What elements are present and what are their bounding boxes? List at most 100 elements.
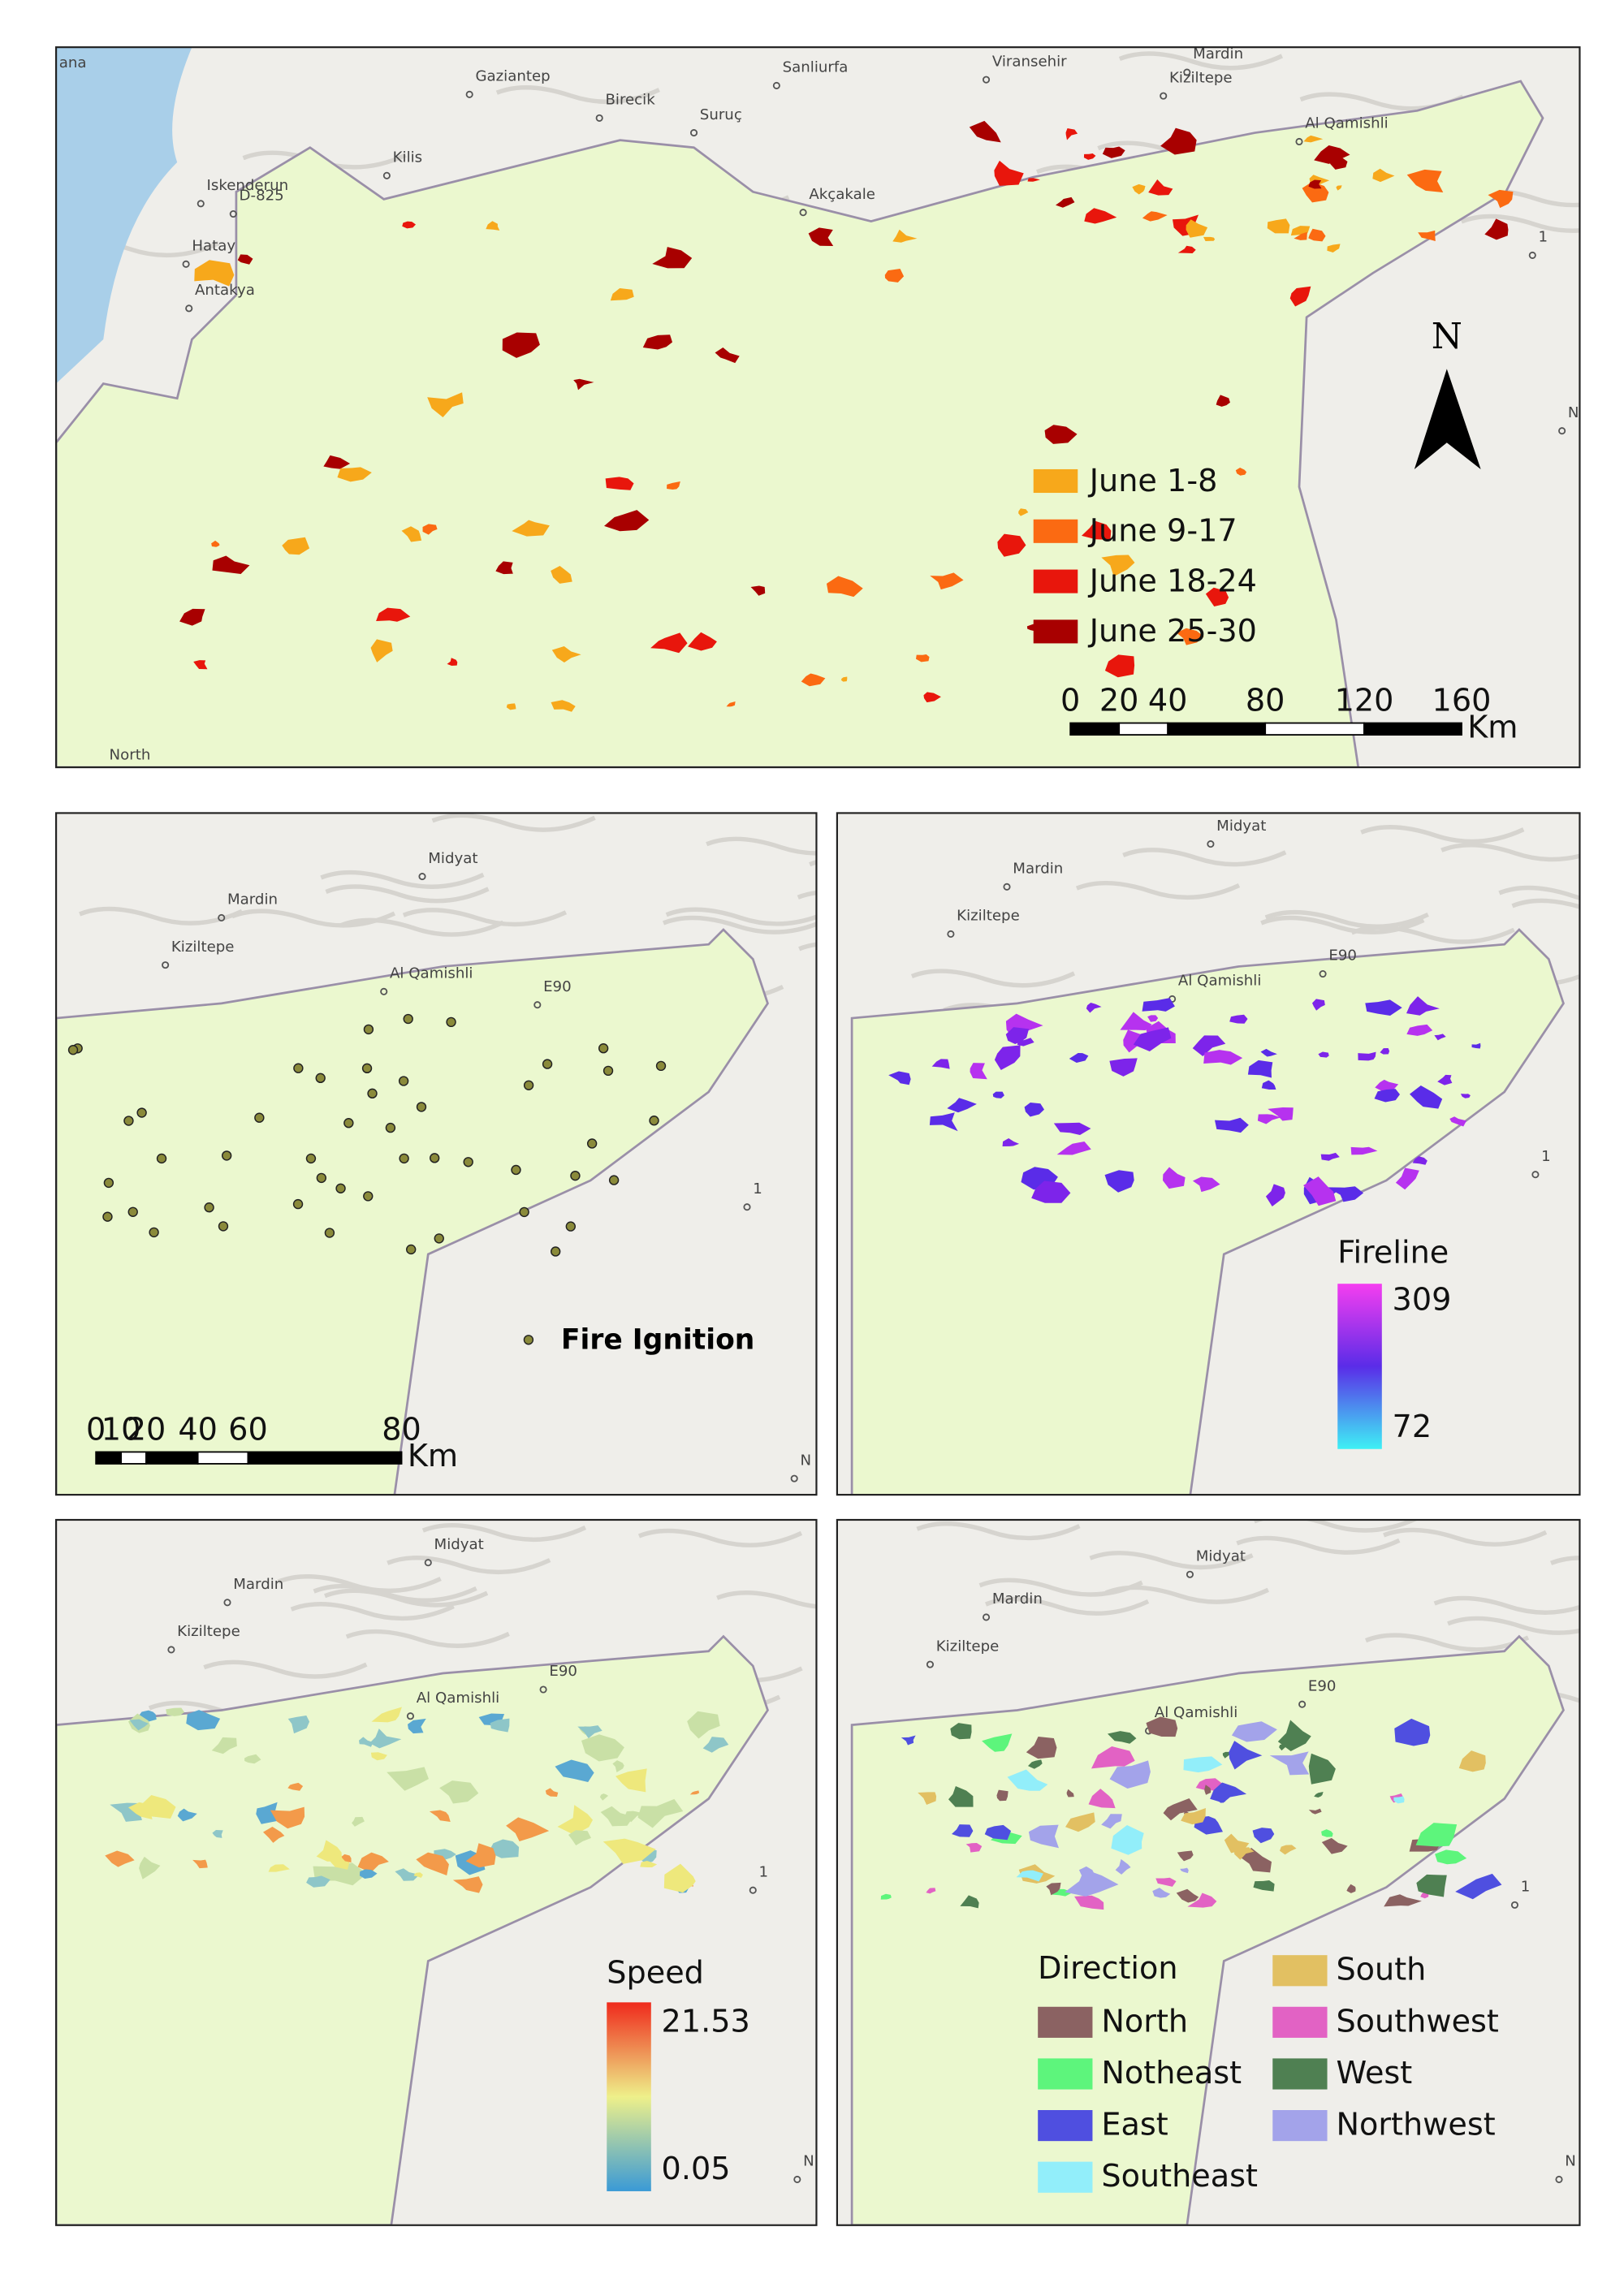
speed-patch bbox=[600, 1806, 634, 1827]
direction-patch bbox=[1065, 1869, 1119, 1897]
speed-patch bbox=[702, 1737, 729, 1753]
ignition-point bbox=[403, 1013, 413, 1025]
scale-tick-label: 0 bbox=[86, 1412, 106, 1448]
place-label: Mardin bbox=[227, 891, 278, 908]
direction-patch bbox=[1279, 1742, 1292, 1751]
speed-patch bbox=[306, 1875, 330, 1888]
legend-label: Southeast bbox=[1101, 2159, 1258, 2195]
fireline-patch bbox=[1365, 999, 1402, 1016]
place-label: Midyat bbox=[434, 1536, 484, 1553]
ignition-point bbox=[221, 1150, 232, 1161]
place-label: E90 bbox=[1308, 1677, 1337, 1694]
direction-patch bbox=[1416, 1874, 1447, 1897]
place-label: E90 bbox=[549, 1663, 577, 1680]
place-label: 1 bbox=[1521, 1879, 1531, 1896]
ignition-point bbox=[511, 1164, 521, 1176]
fireline-patch bbox=[1412, 1156, 1427, 1165]
place-dot bbox=[418, 873, 426, 881]
speed-patch bbox=[316, 1840, 343, 1862]
map-panel: Midyat Mardin Kiziltepe Al Qamishli E90 1 N bbox=[56, 813, 817, 1495]
direction-patch bbox=[1028, 1759, 1043, 1769]
legend-label: June 1-8 bbox=[1088, 464, 1218, 499]
direction-patch bbox=[984, 1824, 1012, 1841]
speed-patch bbox=[663, 1863, 696, 1893]
speed-patch bbox=[395, 1868, 420, 1881]
map-panel: Midyat Mardin Kiziltepe Al Qamishli E90 1 bbox=[836, 813, 1580, 1495]
panel-frame bbox=[55, 812, 818, 1496]
speed-patch bbox=[689, 1790, 700, 1795]
legend-title: Direction bbox=[1038, 1951, 1177, 1987]
ignition-point bbox=[102, 1211, 113, 1222]
direction-patch bbox=[1065, 1812, 1095, 1832]
speed-patch bbox=[640, 1861, 658, 1868]
speed-patch bbox=[270, 1806, 305, 1829]
ignition-point bbox=[316, 1172, 327, 1184]
place-label: Kilis bbox=[393, 149, 423, 166]
fireline-patch bbox=[1056, 1142, 1091, 1155]
scale-tick-label: 60 bbox=[228, 1412, 268, 1448]
terrain-ridge bbox=[1253, 1520, 1418, 1533]
scale-segment bbox=[145, 1451, 199, 1465]
ignition-point bbox=[570, 1170, 581, 1181]
ignition-point bbox=[385, 1122, 396, 1133]
speed-patch bbox=[452, 1876, 483, 1893]
fire-patch bbox=[1406, 169, 1444, 192]
fire-patch bbox=[1235, 467, 1247, 476]
place-dot bbox=[223, 1599, 231, 1607]
fireline-patch bbox=[1375, 1079, 1399, 1092]
speed-patch bbox=[287, 1782, 304, 1791]
direction-patch bbox=[1046, 1882, 1061, 1896]
fire-patch bbox=[969, 120, 1001, 143]
ignition-point bbox=[361, 1063, 373, 1074]
ignition-point bbox=[67, 1045, 79, 1055]
north-arrow bbox=[1414, 369, 1481, 469]
legend-swatch bbox=[1033, 619, 1078, 644]
fireline-patch bbox=[1350, 1146, 1378, 1155]
legend-min: 0.05 bbox=[662, 2151, 731, 2187]
terrain-ridge bbox=[1440, 843, 1580, 862]
speed-patch bbox=[568, 1830, 591, 1845]
scale-tick-label: 80 bbox=[1246, 684, 1285, 719]
ignition-point bbox=[655, 1060, 667, 1072]
legend-label: Northwest bbox=[1336, 2107, 1495, 2143]
direction-patch bbox=[918, 1792, 937, 1805]
legend-swatch bbox=[1038, 2006, 1093, 2038]
place-label: Midyat bbox=[1196, 1547, 1246, 1564]
place-label: Gaziantep bbox=[475, 68, 550, 85]
fire-patch bbox=[1216, 395, 1230, 407]
direction-patch bbox=[1455, 1873, 1502, 1900]
scale-tick-label: 20 bbox=[127, 1412, 166, 1448]
fireline-patch bbox=[1327, 1186, 1364, 1202]
legend-swatch bbox=[1033, 468, 1078, 494]
legend-title: Speed bbox=[607, 1955, 704, 1991]
fire-patch bbox=[650, 632, 688, 654]
speed-patch bbox=[128, 1802, 153, 1819]
ignition-point bbox=[324, 1228, 335, 1238]
place-label: ana bbox=[59, 54, 87, 71]
fireline-patch bbox=[929, 1112, 958, 1132]
terrain-ridge bbox=[985, 1596, 1150, 1616]
fire-patch bbox=[1372, 168, 1395, 183]
ignition-point bbox=[523, 1080, 534, 1090]
place-label: D-825 bbox=[240, 188, 284, 205]
speed-patch bbox=[465, 1843, 496, 1868]
speed-patch bbox=[370, 1752, 387, 1761]
place-dot bbox=[229, 209, 237, 218]
fire-patch bbox=[1104, 654, 1135, 678]
place-dot bbox=[185, 304, 193, 313]
fire-patch bbox=[1203, 236, 1216, 241]
direction-patch bbox=[1394, 1718, 1431, 1746]
fire-patch bbox=[1418, 230, 1436, 241]
fire-patch bbox=[1102, 146, 1125, 158]
fireline-patch bbox=[1133, 1027, 1172, 1051]
place-label: Midyat bbox=[428, 850, 477, 867]
direction-patch bbox=[952, 1824, 974, 1837]
fire-patch bbox=[337, 467, 372, 482]
panel-frame bbox=[55, 46, 1581, 769]
fire-patch bbox=[502, 332, 540, 358]
direction-patch bbox=[1111, 1825, 1144, 1855]
place-dot bbox=[406, 1712, 414, 1720]
ignition-label: Fire Ignition bbox=[561, 1324, 754, 1357]
ignition-point bbox=[127, 1206, 138, 1217]
direction-patch bbox=[1222, 1751, 1230, 1759]
